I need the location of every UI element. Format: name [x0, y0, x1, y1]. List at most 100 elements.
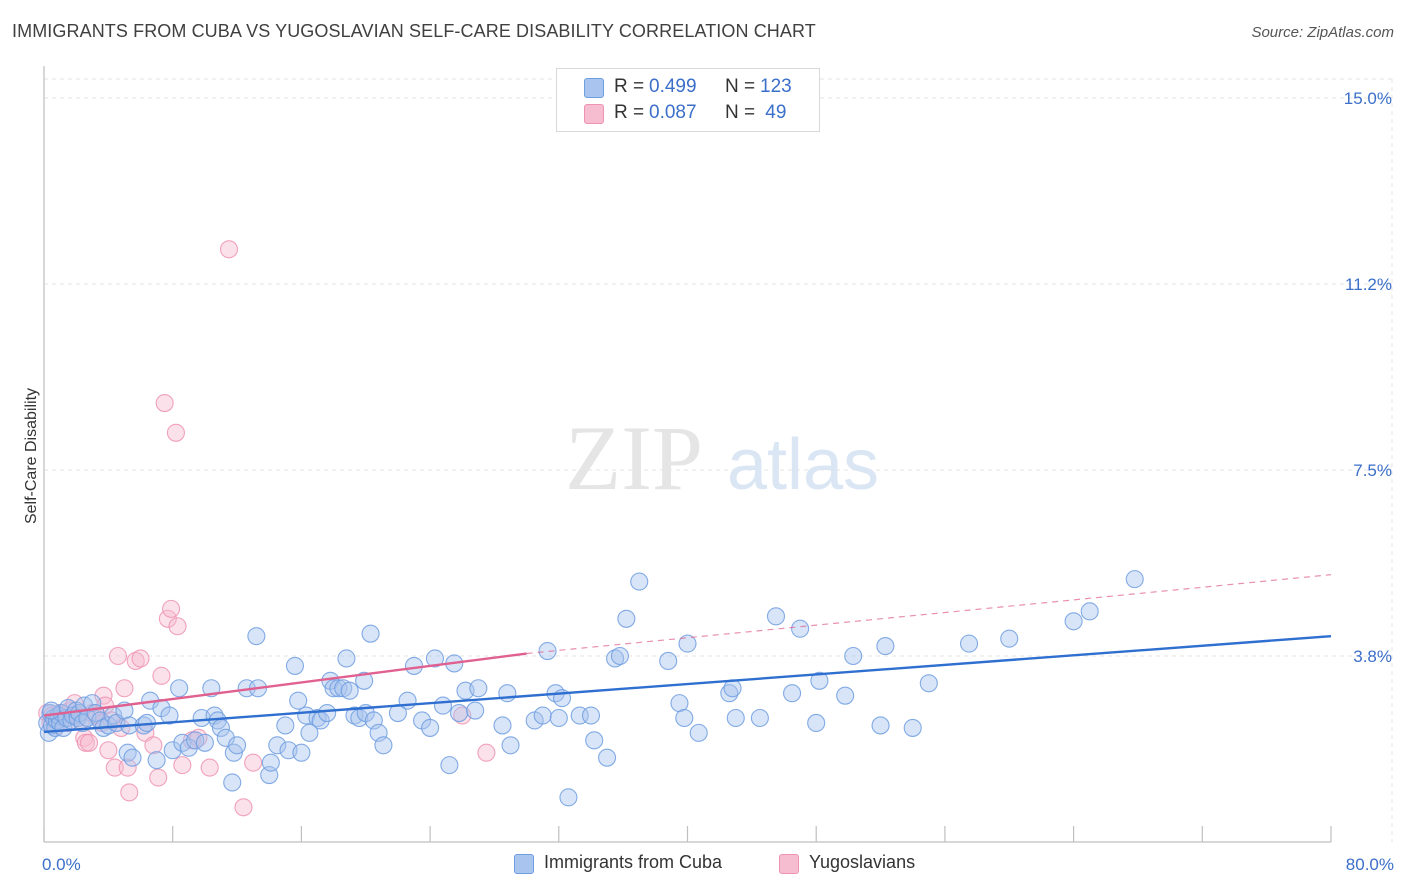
point-cuba: [361, 624, 380, 643]
point-cuba: [959, 634, 979, 653]
point-yugoslavians: [200, 758, 219, 777]
point-yugoslavians: [118, 758, 137, 777]
trendline-yugoslavians: [43, 652, 527, 717]
point-cuba: [836, 686, 855, 705]
point-cuba: [659, 651, 678, 671]
tick-label-layer: 3.8% 7.5% 11.2% 15.0% 0.0% 80.0%: [42, 89, 1394, 874]
point-cuba: [533, 706, 552, 725]
point-cuba: [308, 708, 327, 728]
point-cuba: [355, 671, 374, 690]
point-cuba: [83, 694, 102, 713]
point-cuba: [1125, 570, 1144, 589]
point-cuba: [675, 708, 694, 728]
trend-layer: [43, 574, 1332, 734]
point-cuba: [374, 736, 393, 755]
point-cuba: [404, 656, 424, 675]
stats-r-value: 0.087: [649, 102, 697, 123]
point-cuba: [398, 691, 417, 710]
chart-title: IMMIGRANTS FROM CUBA VS YUGOSLAVIAN SELF…: [12, 21, 816, 41]
y-tick-label: 7.5%: [1353, 461, 1392, 480]
point-cuba: [689, 723, 708, 742]
point-cuba: [720, 684, 739, 703]
point-cuba: [329, 679, 348, 698]
point-cuba: [268, 736, 287, 755]
point-cuba: [807, 713, 826, 733]
point-cuba: [433, 696, 453, 715]
watermark: ZIP atlas: [565, 407, 879, 509]
stats-legend: R = 0.499 N = 123 R = 0.087 N = 49: [556, 68, 820, 132]
point-cuba: [195, 733, 214, 752]
point-cuba: [285, 656, 305, 675]
legend-swatch-cuba: [514, 854, 534, 874]
point-cuba: [300, 723, 319, 742]
point-cuba: [216, 728, 235, 747]
point-yugoslavians: [219, 240, 239, 259]
point-cuba: [606, 649, 625, 668]
legend-swatch-yugoslavians: [779, 854, 799, 874]
stats-r-label: R =: [614, 76, 645, 97]
point-yugoslavians: [115, 679, 134, 698]
point-cuba: [1064, 612, 1083, 631]
point-cuba: [549, 708, 568, 728]
point-cuba: [498, 684, 517, 703]
point-cuba: [261, 753, 280, 772]
point-cuba: [345, 706, 364, 725]
point-cuba: [610, 646, 629, 666]
point-cuba: [118, 743, 137, 762]
point-cuba: [179, 738, 198, 757]
point-cuba: [581, 706, 601, 725]
legend-label-yugoslavians: Yugoslavians: [809, 852, 916, 872]
point-yugoslavians: [120, 783, 139, 802]
point-yugoslavians: [126, 651, 145, 671]
point-cuba: [421, 718, 440, 737]
point-cuba: [337, 649, 356, 668]
point-cuba: [123, 748, 142, 767]
point-cuba: [292, 743, 311, 762]
point-cuba: [466, 701, 485, 720]
point-cuba: [791, 619, 810, 638]
stats-n-value: 123: [760, 76, 792, 97]
point-yugoslavians: [234, 798, 253, 817]
x-tick-label-min: 0.0%: [42, 855, 81, 874]
watermark-zip: ZIP: [565, 407, 703, 509]
point-cuba: [228, 736, 247, 755]
point-yugoslavians: [158, 609, 177, 628]
point-cuba: [289, 691, 308, 710]
source-label: Source: ZipAtlas.com: [1251, 24, 1394, 41]
point-cuba: [919, 674, 938, 693]
point-yugoslavians: [149, 768, 168, 787]
point-cuba: [810, 671, 829, 690]
stats-n-label: N =: [725, 76, 756, 97]
point-cuba: [726, 708, 745, 728]
point-yugoslavians: [79, 733, 99, 752]
point-cuba: [276, 716, 295, 735]
point-cuba: [876, 637, 895, 656]
point-yugoslavians: [173, 756, 192, 775]
point-cuba: [247, 627, 266, 646]
point-cuba: [844, 646, 863, 666]
point-cuba: [559, 788, 578, 807]
point-cuba: [903, 718, 922, 737]
point-yugoslavians: [99, 741, 118, 760]
point-cuba: [783, 684, 802, 703]
y-tick-label: 11.2%: [1345, 275, 1392, 294]
point-cuba: [1000, 629, 1019, 648]
stats-swatch-yugoslavians: [584, 104, 604, 124]
point-cuba: [450, 703, 469, 723]
x-tick-label-max: 80.0%: [1346, 855, 1394, 874]
legend-label-cuba: Immigrants from Cuba: [544, 852, 723, 872]
stats-n-label: N =: [725, 102, 756, 123]
point-cuba: [223, 773, 242, 792]
point-cuba: [585, 731, 604, 750]
point-yugoslavians: [144, 736, 163, 755]
point-cuba: [750, 708, 769, 728]
point-cuba: [440, 756, 459, 775]
point-yugoslavians: [131, 649, 150, 668]
point-yugoslavians: [162, 599, 181, 618]
point-yugoslavians: [105, 758, 124, 777]
point-cuba: [871, 716, 890, 735]
point-cuba: [501, 736, 520, 755]
point-yugoslavians: [108, 646, 128, 666]
y-tick-label: 15.0%: [1344, 89, 1392, 108]
point-cuba: [538, 641, 557, 661]
